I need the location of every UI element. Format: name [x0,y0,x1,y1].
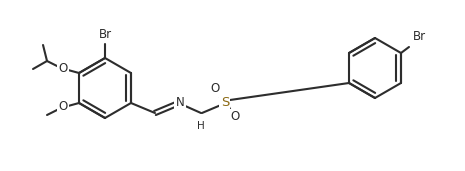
Text: Br: Br [413,30,426,43]
Text: O: O [59,101,67,114]
Text: O: O [230,110,239,123]
Text: Br: Br [99,28,112,41]
Text: S: S [221,96,229,109]
Text: H: H [197,121,205,131]
Text: O: O [59,62,67,76]
Text: N: N [176,95,184,109]
Text: O: O [210,82,219,95]
